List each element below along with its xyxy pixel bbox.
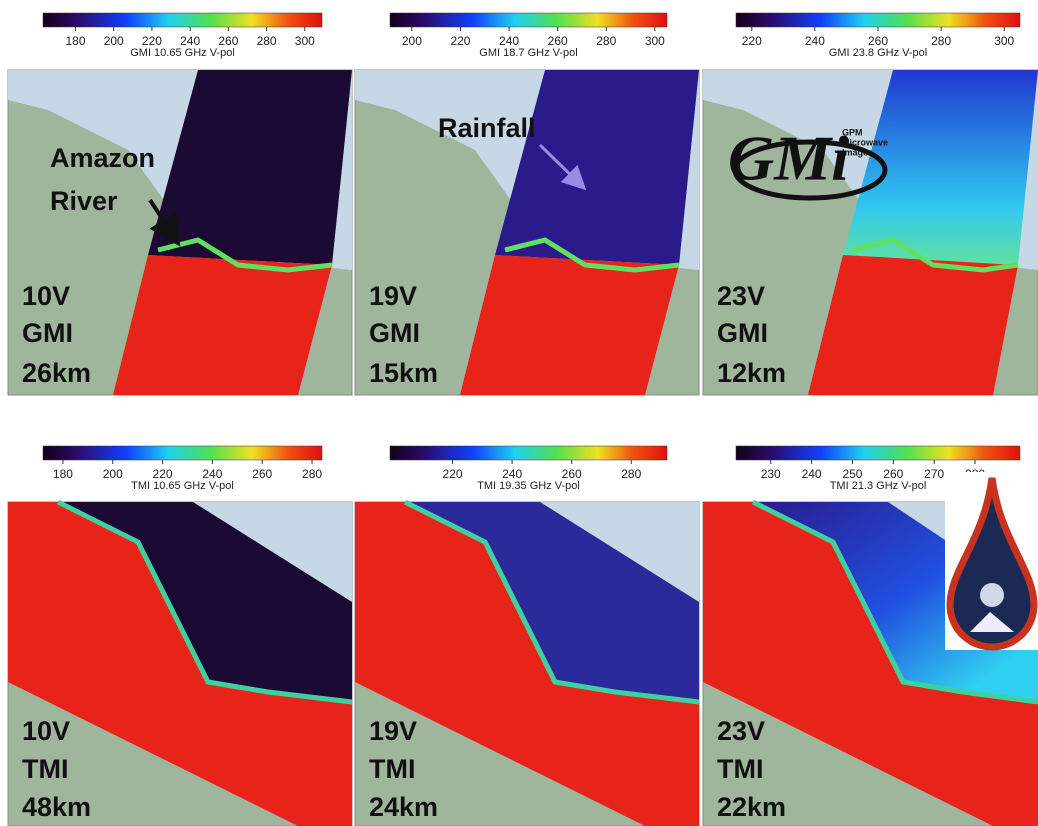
- colorbar-tick-label: 220: [742, 34, 762, 48]
- colorbar-tick-label: 280: [302, 467, 322, 481]
- panel-label: TMI: [369, 754, 416, 784]
- panel-label: 15km: [369, 358, 438, 388]
- annotation: Amazon: [50, 143, 155, 173]
- colorbar-tick-label: 220: [450, 34, 470, 48]
- panel-label: 12km: [717, 358, 786, 388]
- colorbar-tick-label: 270: [924, 467, 944, 481]
- colorbar: [390, 446, 667, 460]
- panel-label: TMI: [717, 754, 764, 784]
- swath-red: [113, 255, 332, 395]
- swath-red: [808, 255, 1018, 395]
- colorbar: [43, 446, 322, 460]
- logo-caption: Imager: [842, 147, 872, 157]
- colorbar: [736, 446, 1020, 460]
- colorbar-label: GMI 23.8 GHz V-pol: [829, 47, 927, 59]
- panel-label: 48km: [22, 792, 91, 822]
- panel-label: 19V: [369, 716, 417, 746]
- panel-label: GMI: [717, 318, 768, 348]
- panel-label: 19V: [369, 281, 417, 311]
- colorbar: [390, 13, 667, 27]
- colorbar-tick-label: 280: [257, 34, 277, 48]
- panel-label: 23V: [717, 281, 765, 311]
- colorbar-tick-label: 180: [53, 467, 73, 481]
- annotation: Rainfall: [438, 113, 536, 143]
- colorbar-tick-label: 200: [103, 467, 123, 481]
- colorbar: [43, 13, 322, 27]
- swath-red: [460, 255, 679, 395]
- colorbar-tick-label: 230: [761, 467, 781, 481]
- colorbar-tick-label: 240: [802, 467, 822, 481]
- colorbar-tick-label: 200: [402, 34, 422, 48]
- colorbar-tick-label: 200: [104, 34, 124, 48]
- colorbar-tick-label: 260: [252, 467, 272, 481]
- colorbar-tick-label: 280: [931, 34, 951, 48]
- panel-label: 10V: [22, 716, 70, 746]
- colorbar-tick-label: 240: [805, 34, 825, 48]
- panel-label: GMI: [369, 318, 420, 348]
- panel-label: 26km: [22, 358, 91, 388]
- colorbar-label: TMI 10.65 GHz V-pol: [131, 480, 234, 492]
- annotation: River: [50, 186, 118, 216]
- panel-label: GMI: [22, 318, 73, 348]
- colorbar-tick-label: 280: [621, 467, 641, 481]
- panel-label: 23V: [717, 716, 765, 746]
- colorbar-tick-label: 300: [645, 34, 665, 48]
- logo-caption: GPM: [842, 127, 863, 137]
- colorbar-tick-label: 280: [596, 34, 616, 48]
- panel-label: 22km: [717, 792, 786, 822]
- colorbar-tick-label: 300: [295, 34, 315, 48]
- panel-label: 24km: [369, 792, 438, 822]
- colorbar-tick-label: 180: [65, 34, 85, 48]
- colorbar-label: TMI 19.35 GHz V-pol: [477, 480, 580, 492]
- trmm-logo: [945, 472, 1038, 650]
- colorbar-tick-label: 220: [443, 467, 463, 481]
- panel-label: 10V: [22, 281, 70, 311]
- logo-caption: Microwave: [842, 137, 888, 147]
- colorbar: [736, 13, 1020, 27]
- figure: 180 200 220 240 260 280 300 GMI 10.65 GHz V-pol…: [0, 0, 1038, 826]
- panel-label: TMI: [22, 754, 69, 784]
- colorbar-label: GMI 18.7 GHz V-pol: [479, 47, 577, 59]
- colorbar-label: TMI 21.3 GHz V-pol: [830, 480, 927, 492]
- colorbar-label: GMI 10.65 GHz V-pol: [130, 47, 235, 59]
- colorbar-tick-label: 300: [994, 34, 1014, 48]
